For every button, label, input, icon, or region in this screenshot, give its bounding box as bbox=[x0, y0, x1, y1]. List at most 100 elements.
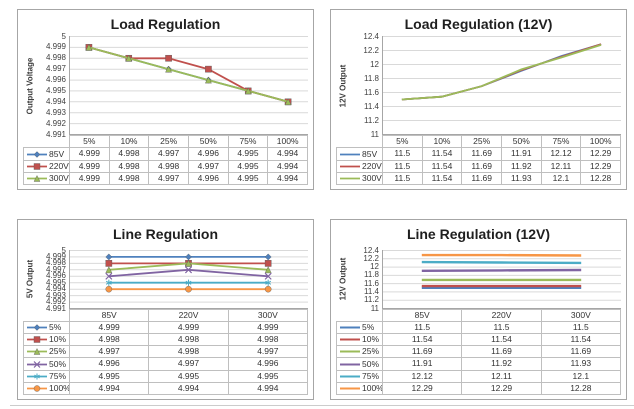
plot-region: 12V Output 12.4 12.2 12 11.8 11.6 11.4 11.2 11 bbox=[336, 32, 621, 138]
legend-marker-line-icon bbox=[340, 165, 360, 168]
value-cell: 11.92 bbox=[461, 357, 542, 371]
series-name: 220V bbox=[49, 160, 69, 171]
value-cell: 4.997 bbox=[68, 344, 150, 359]
category-header-cell: 300V bbox=[227, 308, 309, 322]
plot-region: 12V Output 12.4 12.2 12 11.8 11.6 11.4 11.2 11 bbox=[336, 246, 621, 312]
value-cell: 4.997 bbox=[148, 147, 189, 161]
legend-marker-diamond-icon bbox=[27, 323, 47, 331]
y-tick-label: 5 bbox=[61, 245, 66, 255]
legend-key-cell: 85V bbox=[336, 147, 383, 161]
legend-key-cell: 75% bbox=[336, 369, 383, 383]
value-cell: 12.28 bbox=[580, 171, 621, 186]
value-cell: 4.994 bbox=[227, 381, 309, 396]
y-tick-label: 11.6 bbox=[364, 278, 379, 288]
table-row: 25% 11.69 11.69 11.69 bbox=[336, 344, 622, 359]
value-cell: 12.1 bbox=[540, 369, 622, 383]
legend-key-cell: 10% bbox=[23, 332, 70, 347]
table-row: 50% 4.996 4.997 4.996 bbox=[23, 357, 309, 371]
series-name: 5% bbox=[49, 321, 62, 332]
series-name: 300V bbox=[362, 173, 382, 183]
chart-title: Line Regulation bbox=[113, 226, 218, 242]
value-cell: 11.5 bbox=[382, 147, 423, 161]
series-name: 25% bbox=[362, 346, 380, 357]
chart-panel-line-regulation: Line Regulation 5V Output 5 4.999 4.998 4.9… bbox=[17, 219, 314, 400]
plot-area bbox=[382, 250, 621, 309]
value-cell: 4.995 bbox=[227, 159, 269, 173]
y-tick-label: 11.8 bbox=[364, 73, 379, 83]
table-header-row: 85V 220V 300V bbox=[336, 308, 622, 322]
legend-key-cell: 85V bbox=[23, 147, 70, 161]
y-tick-label: 12.2 bbox=[363, 45, 379, 55]
y-axis-title-text: Output Voltage bbox=[25, 57, 34, 114]
series-name: 50% bbox=[49, 358, 67, 369]
y-axis-title-text: 12V Output bbox=[338, 257, 347, 301]
value-cell: 4.998 bbox=[148, 159, 189, 173]
value-cell: 4.995 bbox=[148, 369, 229, 383]
value-cell: 4.998 bbox=[68, 332, 150, 347]
y-tick-label: 4.995 bbox=[45, 277, 66, 287]
y-tick-label: 11.4 bbox=[364, 101, 379, 111]
value-cell: 4.998 bbox=[148, 344, 229, 359]
plot-region: Output Voltage 5 4.999 4.998 4.997 4.996 4.99… bbox=[23, 32, 308, 138]
legend-key-cell: 75% bbox=[23, 369, 70, 383]
value-cell: 4.994 bbox=[267, 147, 308, 161]
value-cell: 11.54 bbox=[421, 159, 463, 173]
value-cell: 4.995 bbox=[227, 147, 269, 161]
table-row: 220V 11.5 11.54 11.69 11.92 12.11 12.29 bbox=[336, 159, 621, 173]
legend-marker-line-icon bbox=[340, 387, 360, 390]
data-table: 5% 10% 25% 50% 75% 100% 85V 4.999 4.998 4.997 4.99… bbox=[23, 135, 308, 186]
value-cell: 11.5 bbox=[461, 320, 542, 334]
value-cell: 11.69 bbox=[540, 344, 622, 359]
y-tick-label: 4.997 bbox=[45, 264, 66, 274]
y-axis-title-text: 5V Output bbox=[25, 260, 34, 299]
value-cell: 12.12 bbox=[381, 369, 463, 383]
legend-marker-square-icon bbox=[27, 163, 47, 170]
series-name: 100% bbox=[362, 383, 383, 393]
y-tick-label: 4.995 bbox=[45, 85, 66, 95]
value-cell: 4.999 bbox=[227, 320, 309, 334]
value-cell: 4.996 bbox=[68, 357, 150, 371]
legend-key-cell: 300V bbox=[336, 171, 383, 186]
value-cell: 11.69 bbox=[461, 159, 502, 173]
series-name: 85V bbox=[49, 148, 65, 159]
legend-key-cell: 50% bbox=[23, 357, 70, 371]
table-row: 75% 4.995 4.995 4.995 bbox=[23, 369, 309, 383]
value-cell: 12.11 bbox=[461, 369, 542, 383]
category-header-cell: 100% bbox=[267, 135, 308, 149]
chart-panel-load-regulation-12v: Load Regulation (12V) 12V Output 12.4 12.… bbox=[330, 9, 627, 190]
y-axis-title: 5V Output bbox=[23, 250, 36, 309]
value-cell: 4.998 bbox=[227, 332, 309, 347]
table-row: 10% 4.998 4.998 4.998 bbox=[23, 332, 309, 347]
value-cell: 11.5 bbox=[382, 171, 423, 186]
table-row: 5% 11.5 11.5 11.5 bbox=[336, 320, 622, 334]
plot-area bbox=[69, 36, 308, 135]
category-header-cell: 100% bbox=[580, 135, 621, 149]
legend-marker-circle-icon bbox=[27, 385, 47, 392]
page-bottom-rule bbox=[10, 405, 634, 406]
y-tick-label: 12 bbox=[370, 262, 379, 272]
chart-title: Load Regulation (12V) bbox=[404, 16, 553, 32]
value-cell: 4.997 bbox=[148, 171, 189, 186]
y-tick-label: 12.2 bbox=[363, 253, 379, 263]
value-cell: 4.996 bbox=[187, 171, 229, 186]
value-cell: 4.994 bbox=[148, 381, 229, 396]
value-cell: 4.998 bbox=[108, 159, 150, 173]
legend-marker-line-icon bbox=[340, 326, 360, 329]
series-name: 300V bbox=[49, 173, 69, 183]
value-cell: 4.996 bbox=[227, 357, 309, 371]
series-name: 75% bbox=[362, 370, 380, 381]
table-row: 100% 12.29 12.29 12.28 bbox=[336, 381, 622, 396]
category-header-cell: 85V bbox=[381, 308, 463, 322]
table-row: 220V 4.999 4.998 4.998 4.997 4.995 4.994 bbox=[23, 159, 308, 173]
category-header-cell: 10% bbox=[421, 135, 463, 149]
y-tick-label: 4.991 bbox=[45, 303, 66, 313]
plot-area bbox=[382, 36, 621, 135]
legend-marker-line-icon bbox=[340, 153, 360, 155]
category-header-cell: 25% bbox=[461, 135, 502, 149]
chart-title: Load Regulation bbox=[110, 16, 221, 32]
category-header-cell: 85V bbox=[68, 308, 150, 322]
y-tick-label: 11.2 bbox=[364, 115, 379, 125]
table-row: 85V 4.999 4.998 4.997 4.996 4.995 4.994 bbox=[23, 147, 308, 161]
legend-marker-line-icon bbox=[340, 177, 360, 180]
value-cell: 4.994 bbox=[267, 171, 308, 186]
